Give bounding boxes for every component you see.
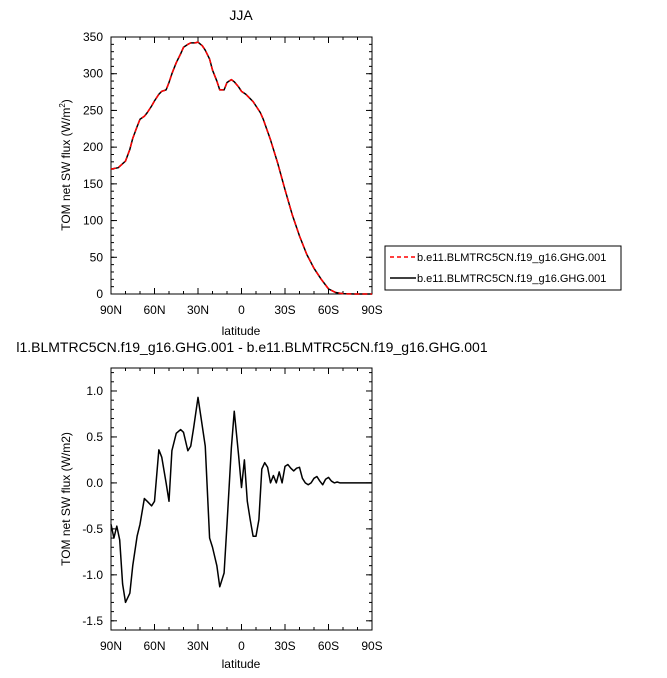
x-tick-label: 60N — [143, 639, 165, 653]
x-axis-label: latitude — [222, 657, 261, 671]
y-tick-label: 300 — [83, 67, 103, 81]
plot-area: 90N 60N 30N 0 30S 60S 90S -1.5 -1.0 -0.5 0.0 0.5 1.0 — [82, 367, 383, 653]
y-axis-label: TOM net SW flux (W/m2) — [58, 99, 73, 231]
legend-box — [384, 245, 622, 291]
legend-entry-1: b.e11.BLMTRC5CN.f19_g16.GHG.001 — [417, 252, 606, 264]
x-tick-label: 60S — [318, 639, 339, 653]
legend: b.e11.BLMTRC5CN.f19_g16.GHG.001 b.e11.BL… — [384, 245, 622, 291]
x-tick-label: 30N — [187, 639, 209, 653]
y-axis-label: TOM net SW flux (W/m2) — [59, 432, 73, 566]
y-axis-label-superscript: 2 — [58, 103, 67, 108]
y-tick-label: 150 — [83, 177, 103, 191]
plot-area: 90N 60N 30N 0 30S 60S 90S 0 50 100 150 200 250 300 350 — [83, 30, 383, 317]
y-tick-label: -1.5 — [82, 614, 103, 628]
x-tick-label: 30S — [274, 303, 295, 317]
y-tick-label: 0.0 — [86, 476, 103, 490]
x-tick-label: 0 — [238, 303, 245, 317]
x-axis-label: latitude — [222, 324, 261, 338]
y-tick-label: 0.5 — [86, 430, 103, 444]
x-tick-label: 60N — [143, 303, 165, 317]
x-tick-label: 30S — [274, 639, 295, 653]
y-tick-label: 100 — [83, 214, 103, 228]
legend-entry-2: b.e11.BLMTRC5CN.f19_g16.GHG.001 — [417, 273, 606, 285]
x-tick-label: 90S — [361, 639, 382, 653]
y-tick-label: 250 — [83, 103, 103, 117]
chart-title: JJA — [229, 7, 253, 23]
plot-frame — [110, 36, 373, 295]
y-tick-label: 350 — [83, 30, 103, 44]
chart-mean-flux: JJA 90N 60N 30N 0 30S 60S 90S 0 50 100 150 200 250 30… — [58, 7, 622, 338]
y-axis-label-text: TOM net SW flux (W/m — [59, 108, 73, 231]
x-tick-label: 30N — [187, 303, 209, 317]
x-tick-label: 0 — [238, 639, 245, 653]
x-tick-label: 90N — [100, 303, 122, 317]
y-tick-label: 1.0 — [86, 384, 103, 398]
y-tick-label: -1.0 — [82, 568, 103, 582]
chart-difference: l1.BLMTRC5CN.f19_g16.GHG.001 - b.e11.BLM… — [16, 339, 488, 671]
series-line-black — [110, 396, 372, 604]
y-tick-label: -0.5 — [82, 522, 103, 536]
x-tick-label: 90N — [100, 639, 122, 653]
y-tick-label: 50 — [90, 250, 104, 264]
series-line-red-dashed — [110, 41, 372, 295]
y-tick-label: 0 — [96, 287, 103, 301]
x-tick-label: 90S — [361, 303, 382, 317]
x-tick-label: 60S — [318, 303, 339, 317]
y-tick-label: 200 — [83, 140, 103, 154]
plot-frame — [110, 367, 373, 631]
chart-title: l1.BLMTRC5CN.f19_g16.GHG.001 - b.e11.BLM… — [16, 339, 488, 355]
series-line-black — [110, 41, 372, 295]
y-axis-label-close: ) — [59, 99, 73, 103]
